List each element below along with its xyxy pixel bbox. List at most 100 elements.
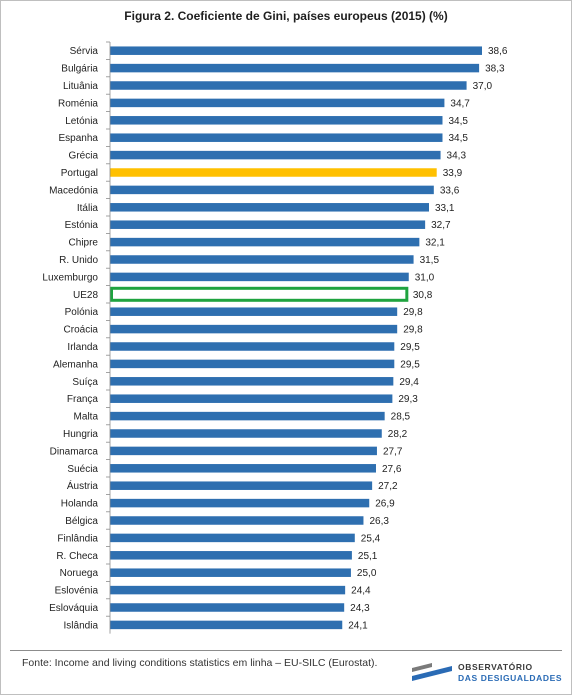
category-label-espanha: Espanha xyxy=(59,133,99,144)
category-label-servia: Sérvia xyxy=(70,46,99,57)
category-label-r-unido: R. Unido xyxy=(59,255,98,266)
category-label-chipre: Chipre xyxy=(69,238,99,249)
bar-romenia xyxy=(110,98,445,108)
source-note: Fonte: Income and living conditions stat… xyxy=(22,657,378,669)
category-label-letonia: Letónia xyxy=(65,116,98,127)
bar-noruega xyxy=(110,568,351,577)
category-label-franca: França xyxy=(67,394,99,405)
bar-italia xyxy=(110,203,429,212)
value-label-servia: 38,6 xyxy=(488,46,508,57)
bar-lituania xyxy=(110,81,467,90)
value-label-noruega: 25,0 xyxy=(357,568,377,579)
value-label-r-checa: 25,1 xyxy=(358,551,378,562)
category-label-croacia: Croácia xyxy=(64,325,99,336)
bar-eslovaquia xyxy=(110,603,345,612)
category-label-noruega: Noruega xyxy=(60,568,99,579)
value-label-suecia: 27,6 xyxy=(382,464,402,475)
value-label-hungria: 28,2 xyxy=(388,429,408,440)
value-label-finlandia: 25,4 xyxy=(361,533,381,544)
bar-belgica xyxy=(110,516,364,525)
bar-hungria xyxy=(110,429,382,438)
category-label-islandia: Islândia xyxy=(64,620,99,631)
bar-r-checa xyxy=(110,551,352,560)
bar-estonia xyxy=(110,220,426,229)
value-label-polonia: 29,8 xyxy=(403,307,423,318)
value-label-austria: 27,2 xyxy=(378,481,398,492)
category-label-ue28: UE28 xyxy=(73,290,98,301)
value-label-suica: 29,4 xyxy=(399,377,419,388)
value-label-r-unido: 31,5 xyxy=(420,255,440,266)
category-label-suecia: Suécia xyxy=(67,464,98,475)
category-label-austria: Áustria xyxy=(67,479,99,492)
value-label-franca: 29,3 xyxy=(398,394,418,405)
category-label-alemanha: Alemanha xyxy=(53,359,98,370)
value-label-holanda: 26,9 xyxy=(375,499,395,510)
value-label-italia: 33,1 xyxy=(435,203,455,214)
bar-r-unido xyxy=(110,255,414,264)
value-label-ue28: 30,8 xyxy=(413,290,433,301)
value-label-islandia: 24,1 xyxy=(348,620,368,631)
bar-chipre xyxy=(110,237,420,247)
value-label-alemanha: 29,5 xyxy=(400,359,420,370)
bar-malta xyxy=(110,411,385,421)
category-label-polonia: Polónia xyxy=(65,307,99,318)
category-label-dinamarca: Dinamarca xyxy=(50,446,99,457)
bar-ue28 xyxy=(110,286,409,302)
bar-franca xyxy=(110,394,393,403)
category-label-bulgaria: Bulgária xyxy=(61,64,98,75)
category-label-romenia: Roménia xyxy=(58,98,98,109)
category-label-holanda: Holanda xyxy=(61,499,99,510)
bar-bulgaria xyxy=(110,63,480,73)
bar-suecia xyxy=(110,464,376,473)
category-label-eslovaquia: Eslováquia xyxy=(49,603,98,614)
value-label-malta: 28,5 xyxy=(391,412,411,423)
category-label-belgica: Bélgica xyxy=(65,516,98,527)
value-label-portugal: 33,9 xyxy=(443,168,463,179)
gini-bar-chart: Sérvia 38,6 Bulgária 38,3 Lituânia 37,0 Roméni… xyxy=(42,41,508,634)
category-label-estonia: Estónia xyxy=(65,220,99,231)
bar-luxemburgo xyxy=(110,272,409,282)
bar-portugal xyxy=(110,168,437,177)
value-label-letonia: 34,5 xyxy=(448,116,468,127)
category-label-lituania: Lituânia xyxy=(63,81,98,92)
value-label-croacia: 29,8 xyxy=(403,325,423,336)
bar-holanda xyxy=(110,498,370,508)
observatorio-logo: OBSERVATÓRIO DAS DESIGUALDADES xyxy=(410,660,565,688)
category-label-malta: Malta xyxy=(74,412,99,423)
value-label-eslovaquia: 24,3 xyxy=(350,603,370,614)
value-label-dinamarca: 27,7 xyxy=(383,446,403,457)
category-label-eslovenia: Eslovénia xyxy=(55,586,99,597)
bar-eslovenia xyxy=(110,585,346,595)
category-label-portugal: Portugal xyxy=(61,168,98,179)
logo-text-line1: OBSERVATÓRIO xyxy=(458,662,533,672)
value-label-romenia: 34,7 xyxy=(450,98,470,109)
bar-servia xyxy=(110,46,482,55)
bar-espanha xyxy=(110,133,443,142)
bar-dinamarca xyxy=(110,446,377,456)
bar-austria xyxy=(110,481,373,490)
category-label-r-checa: R. Checa xyxy=(56,551,98,562)
value-label-irlanda: 29,5 xyxy=(400,342,420,353)
logo-text-line2: DAS DESIGUALDADES xyxy=(458,673,563,683)
category-label-macedonia: Macedónia xyxy=(49,185,98,196)
footer-divider xyxy=(10,650,562,651)
bar-alemanha xyxy=(110,359,395,369)
bar-letonia xyxy=(110,116,443,125)
value-label-lituania: 37,0 xyxy=(473,81,493,92)
bar-suica xyxy=(110,377,394,386)
value-label-espanha: 34,5 xyxy=(448,133,468,144)
value-label-eslovenia: 24,4 xyxy=(351,586,371,597)
bar-grecia xyxy=(110,150,441,160)
category-label-irlanda: Irlanda xyxy=(67,342,98,353)
category-label-italia: Itália xyxy=(77,203,99,214)
bar-islandia xyxy=(110,620,343,630)
logo-mark-icon xyxy=(412,663,452,681)
bar-irlanda xyxy=(110,342,395,351)
category-label-suica: Suíça xyxy=(72,377,98,388)
category-label-hungria: Hungria xyxy=(63,429,98,440)
value-label-luxemburgo: 31,0 xyxy=(415,272,435,283)
category-label-luxemburgo: Luxemburgo xyxy=(42,272,98,283)
value-label-chipre: 32,1 xyxy=(425,238,445,249)
category-label-finlandia: Finlândia xyxy=(57,533,98,544)
value-label-estonia: 32,7 xyxy=(431,220,451,231)
